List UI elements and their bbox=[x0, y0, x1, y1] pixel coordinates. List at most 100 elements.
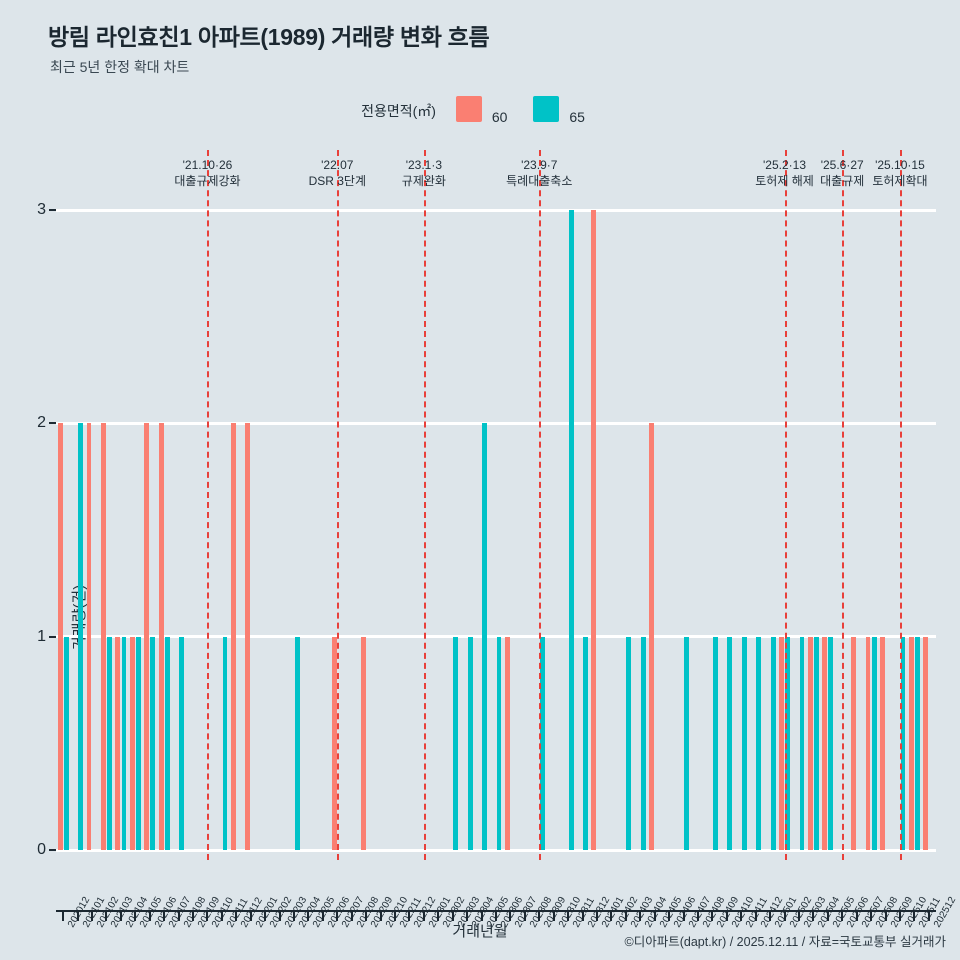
bar[interactable] bbox=[785, 636, 790, 850]
bar[interactable] bbox=[626, 636, 632, 850]
gridline bbox=[56, 421, 936, 425]
bar[interactable] bbox=[482, 423, 488, 850]
bar[interactable] bbox=[164, 636, 170, 850]
bar[interactable] bbox=[871, 636, 877, 850]
bar[interactable] bbox=[770, 636, 776, 850]
x-tick-mark bbox=[812, 910, 815, 921]
bar[interactable] bbox=[453, 636, 459, 850]
event-annotation: '23.9·7 특례대출축소 bbox=[506, 158, 572, 190]
bar[interactable] bbox=[158, 423, 164, 850]
x-tick-mark bbox=[264, 910, 267, 921]
event-annotation: '21.10·26 대출규제강화 bbox=[174, 158, 240, 190]
event-date: '22.07 bbox=[321, 158, 354, 172]
bar[interactable] bbox=[649, 423, 655, 850]
x-tick-mark bbox=[437, 910, 440, 921]
event-annotation: '22.07 DSR 3단계 bbox=[309, 158, 366, 190]
legend-swatch-60 bbox=[455, 96, 482, 122]
bar[interactable] bbox=[86, 423, 92, 850]
bar[interactable] bbox=[107, 636, 112, 850]
bar[interactable] bbox=[828, 636, 834, 850]
bar[interactable] bbox=[807, 636, 813, 850]
bar[interactable] bbox=[880, 636, 885, 850]
bar[interactable] bbox=[504, 636, 510, 850]
gridline bbox=[56, 208, 936, 212]
bar[interactable] bbox=[360, 636, 366, 850]
bar[interactable] bbox=[78, 423, 84, 850]
x-axis-label: 거래년월 bbox=[452, 923, 508, 940]
x-tick-mark bbox=[119, 910, 122, 921]
bar[interactable] bbox=[591, 210, 597, 850]
bar[interactable] bbox=[144, 423, 150, 850]
bar[interactable] bbox=[115, 636, 121, 850]
x-tick-mark bbox=[913, 910, 916, 921]
x-tick-mark bbox=[206, 910, 209, 921]
bar[interactable] bbox=[230, 423, 236, 850]
plot-area: 거래량(건) 202012202101202102202103202104202… bbox=[37, 150, 958, 930]
bar[interactable] bbox=[640, 636, 646, 850]
bar[interactable] bbox=[568, 210, 574, 850]
bar[interactable] bbox=[923, 636, 929, 850]
event-text: 규제완화 bbox=[401, 174, 446, 188]
x-tick-mark bbox=[581, 910, 584, 921]
event-text: 토허제확대 bbox=[872, 174, 928, 188]
event-text: 대출규제강화 bbox=[174, 174, 241, 188]
bar[interactable] bbox=[684, 636, 690, 850]
x-tick-mark bbox=[696, 910, 699, 921]
bar[interactable] bbox=[100, 423, 106, 850]
bar[interactable] bbox=[779, 636, 784, 850]
bar[interactable] bbox=[222, 636, 228, 850]
bar[interactable] bbox=[331, 636, 337, 850]
x-tick-mark bbox=[754, 910, 757, 921]
x-tick-mark bbox=[365, 910, 368, 921]
bar[interactable] bbox=[741, 636, 747, 850]
event-date: '23.9·7 bbox=[521, 158, 558, 172]
x-tick-mark bbox=[105, 910, 108, 921]
bar[interactable] bbox=[150, 636, 156, 850]
x-tick-mark bbox=[682, 910, 685, 921]
bar[interactable] bbox=[908, 636, 914, 850]
bar[interactable] bbox=[756, 636, 762, 850]
bar[interactable] bbox=[135, 636, 141, 850]
x-tick-mark bbox=[797, 910, 800, 921]
event-date: '23.1·3 bbox=[405, 158, 443, 172]
legend-swatch-65 bbox=[533, 96, 560, 122]
event-annotation: '25.6·27 대출규제 bbox=[820, 158, 864, 190]
bar[interactable] bbox=[727, 636, 733, 850]
event-date: '25.10·15 bbox=[875, 158, 925, 172]
x-tick-mark bbox=[567, 910, 570, 921]
bar[interactable] bbox=[712, 636, 718, 850]
bar[interactable] bbox=[179, 636, 185, 850]
legend-entry-60[interactable]: 60 bbox=[455, 96, 521, 125]
event-date: '25.2·13 bbox=[763, 158, 807, 172]
bar[interactable] bbox=[914, 636, 920, 850]
bar[interactable] bbox=[799, 636, 805, 850]
bar[interactable] bbox=[583, 636, 589, 850]
x-tick-mark bbox=[148, 910, 151, 921]
x-tick-mark bbox=[898, 910, 901, 921]
bar[interactable] bbox=[467, 636, 473, 850]
bar[interactable] bbox=[539, 636, 545, 850]
chart-legend: 전용면적(㎡) 60 65 bbox=[0, 96, 960, 125]
bar[interactable] bbox=[851, 636, 857, 850]
bar[interactable] bbox=[63, 636, 69, 850]
bar[interactable] bbox=[57, 423, 63, 850]
x-tick-mark bbox=[870, 910, 873, 921]
bar[interactable] bbox=[245, 423, 251, 850]
x-tick-mark bbox=[495, 910, 497, 921]
event-vline bbox=[539, 150, 542, 860]
x-tick-mark bbox=[509, 910, 512, 921]
bar[interactable] bbox=[121, 636, 127, 850]
event-annotation: '25.10·15 토허제확대 bbox=[872, 158, 927, 190]
bar[interactable] bbox=[294, 636, 300, 850]
bar[interactable] bbox=[813, 636, 819, 850]
event-text: 토허제 해제 bbox=[755, 174, 814, 188]
bar[interactable] bbox=[129, 636, 135, 850]
x-tick-mark bbox=[769, 910, 772, 921]
x-tick-mark bbox=[293, 910, 296, 921]
bar[interactable] bbox=[900, 636, 906, 850]
bar[interactable] bbox=[496, 636, 502, 850]
legend-entry-65[interactable]: 65 bbox=[533, 96, 598, 125]
bar[interactable] bbox=[865, 636, 871, 850]
bar[interactable] bbox=[822, 636, 828, 850]
